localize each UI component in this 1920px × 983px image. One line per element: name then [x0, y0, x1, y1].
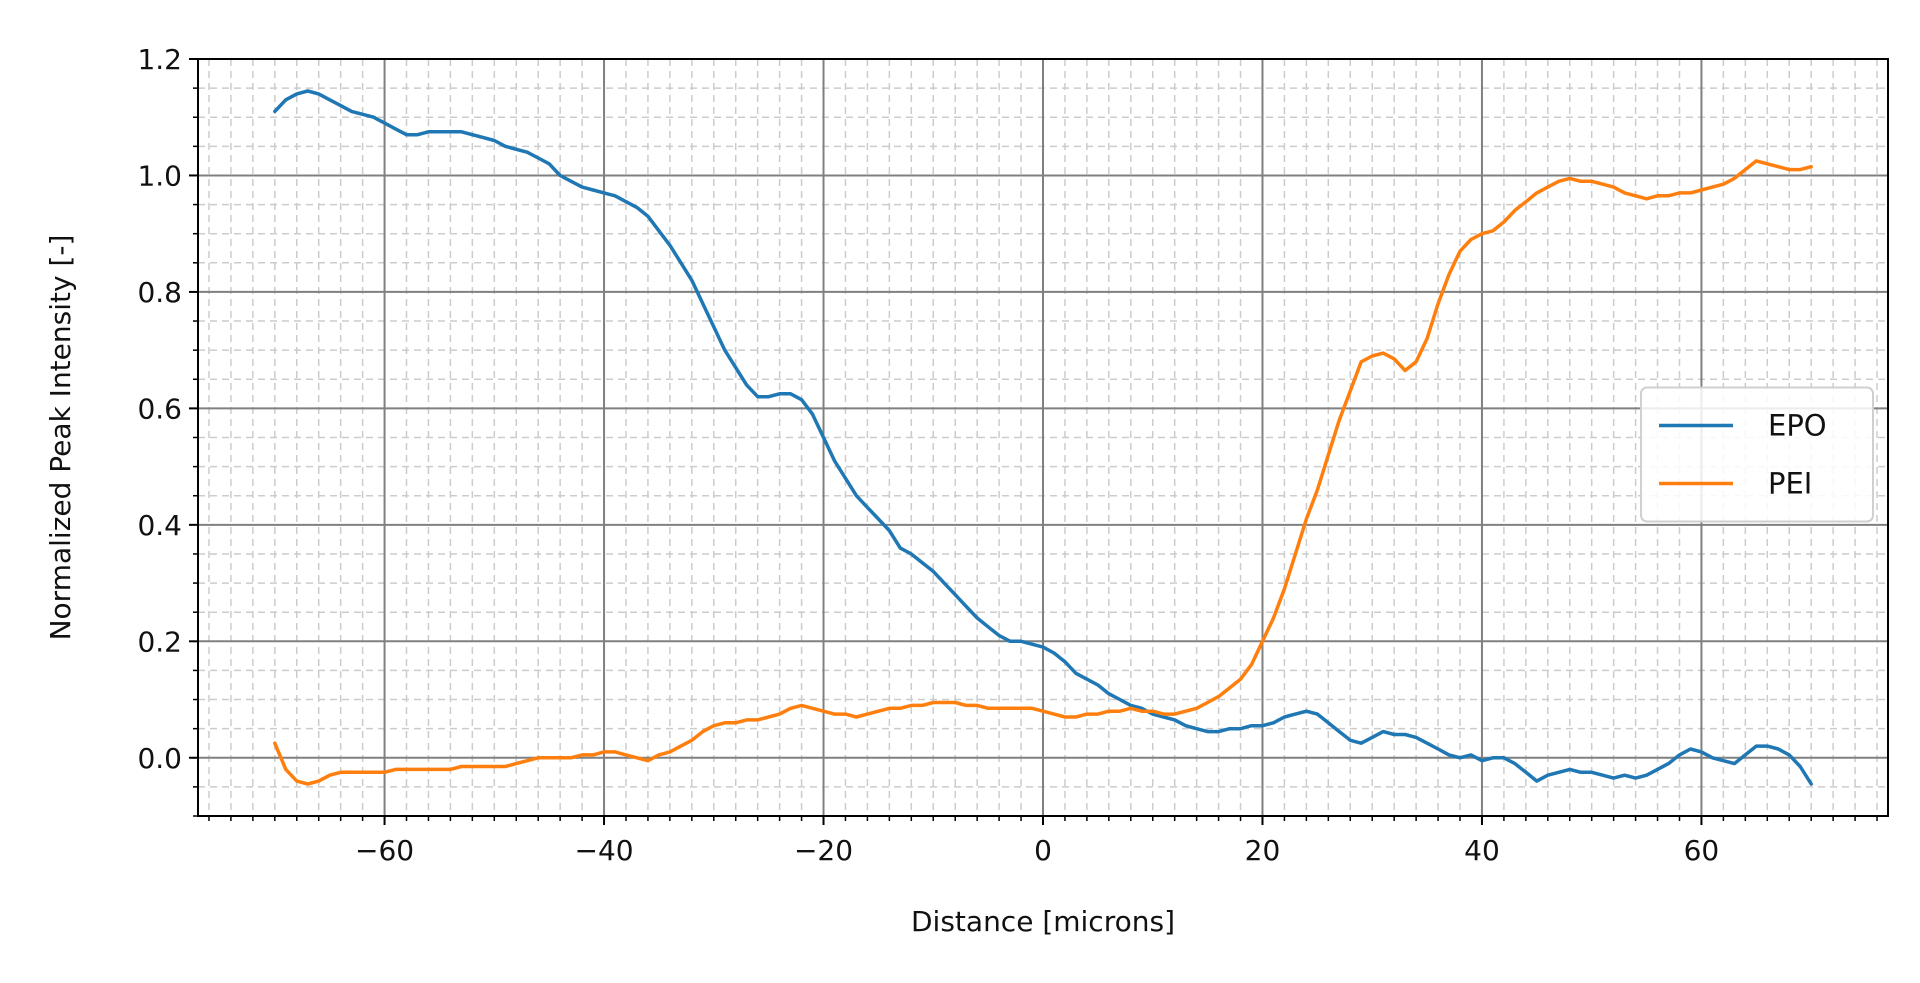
legend-label-epo: EPO	[1768, 409, 1827, 443]
series-line-pei	[273, 159, 1813, 786]
x-tick-label: −20	[794, 834, 853, 867]
x-tick-label: −40	[574, 834, 633, 867]
y-tick-label: 1.2	[137, 43, 182, 76]
y-axis-title: Normalized Peak Intensity [-]	[44, 235, 77, 641]
series-line-epo	[273, 89, 1813, 786]
x-axis-title: Distance [microns]	[911, 905, 1175, 938]
y-tick-label: 0.2	[137, 625, 182, 658]
x-tick-label: 60	[1684, 834, 1720, 867]
x-tick-label: 0	[1034, 834, 1052, 867]
legend-box	[1640, 386, 1874, 523]
x-tick-label: −60	[355, 834, 414, 867]
y-tick-label: 0.6	[137, 392, 182, 425]
series-lines	[273, 89, 1813, 786]
y-tick-label: 0.4	[137, 509, 182, 542]
y-tick-label: 0.0	[137, 742, 182, 775]
y-tick-label: 0.8	[137, 276, 182, 309]
y-axis-ticks: 0.0 0.2 0.4 0.6 0.8 1.0 1.2	[137, 43, 198, 817]
y-tick-label: 1.0	[137, 159, 182, 192]
x-axis-ticks: −60 −40 −20 0 20 40 60	[208, 816, 1878, 867]
legend: EPO PEI	[1640, 386, 1874, 523]
legend-label-pei: PEI	[1768, 467, 1812, 501]
x-tick-label: 40	[1464, 834, 1500, 867]
x-tick-label: 20	[1245, 834, 1281, 867]
